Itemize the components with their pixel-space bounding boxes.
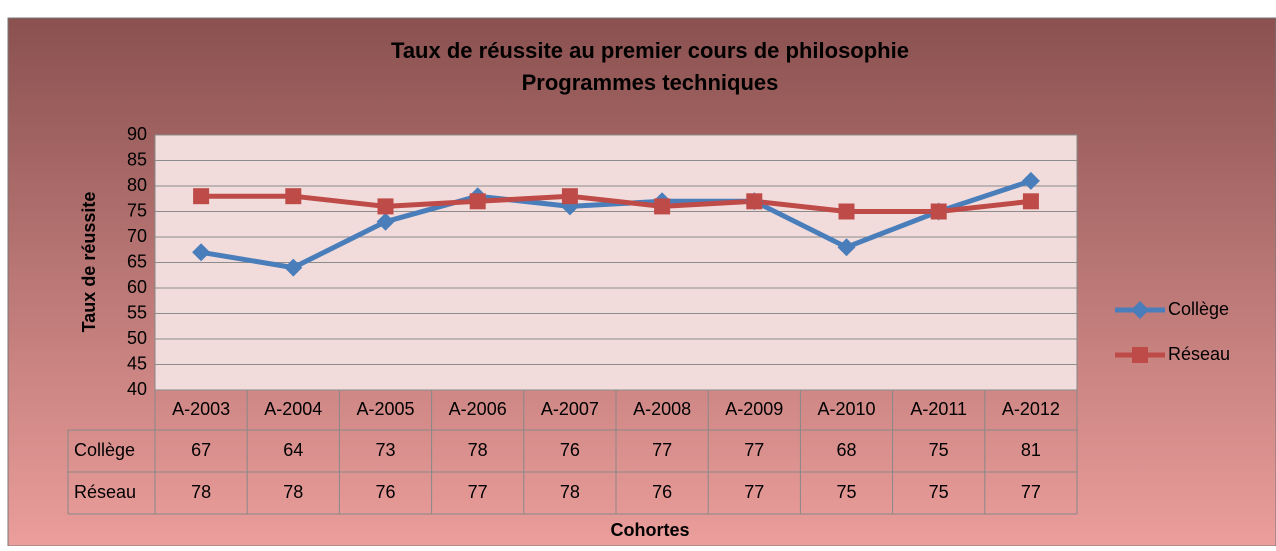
y-tick-label: 85 — [127, 149, 147, 169]
table-cell: 81 — [1021, 440, 1041, 460]
x-tick-label: A-2006 — [449, 399, 507, 419]
point — [930, 203, 947, 220]
point — [284, 258, 303, 277]
x-tick-label: A-2005 — [356, 399, 414, 419]
y-tick-label: 70 — [127, 226, 147, 246]
y-tick-label: 40 — [127, 379, 147, 399]
chart-title: Taux de réussite au premier cours de phi… — [391, 38, 909, 63]
point — [561, 188, 578, 205]
point — [1021, 171, 1040, 190]
table-cell: 78 — [283, 482, 303, 502]
table-cell: 75 — [929, 440, 949, 460]
x-tick-label: A-2010 — [817, 399, 875, 419]
table-cell: 68 — [836, 440, 856, 460]
chart-subtitle: Programmes techniques — [522, 70, 779, 95]
table-row-label: Collège — [74, 440, 135, 460]
point — [837, 238, 856, 257]
x-tick-label: A-2004 — [264, 399, 322, 419]
y-tick-label: 90 — [127, 124, 147, 144]
legend-label: Réseau — [1168, 344, 1230, 364]
table-cell: 76 — [652, 482, 672, 502]
table-cell: 64 — [283, 440, 303, 460]
table-cell: 77 — [468, 482, 488, 502]
table-cell: 77 — [652, 440, 672, 460]
x-tick-label: A-2012 — [1002, 399, 1060, 419]
x-tick-label: A-2011 — [910, 399, 967, 419]
x-tick-label: A-2003 — [172, 399, 230, 419]
table-cell: 76 — [375, 482, 395, 502]
point — [838, 203, 855, 220]
series-line — [201, 193, 1032, 214]
legend-marker — [1132, 347, 1148, 363]
point — [1022, 193, 1039, 210]
table-cell: 78 — [191, 482, 211, 502]
table-cell: 75 — [836, 482, 856, 502]
x-tick-label: A-2009 — [725, 399, 783, 419]
table-cell: 78 — [560, 482, 580, 502]
point — [377, 198, 394, 215]
y-tick-label: 50 — [127, 328, 147, 348]
point — [285, 188, 302, 205]
y-tick-label: 60 — [127, 277, 147, 297]
point — [193, 188, 210, 205]
table-cell: 76 — [560, 440, 580, 460]
series-line — [200, 178, 1032, 271]
y-axis-label: Taux de réussite — [79, 192, 99, 333]
point — [654, 198, 671, 215]
y-tick-label: 55 — [127, 302, 147, 322]
point — [192, 243, 211, 262]
x-axis-label: Cohortes — [610, 520, 689, 540]
table-cell: 78 — [468, 440, 488, 460]
table-cell: 75 — [929, 482, 949, 502]
legend-marker — [1131, 301, 1149, 319]
legend-label: Collège — [1168, 299, 1229, 319]
y-tick-label: 45 — [127, 353, 147, 373]
table-cell: 77 — [744, 482, 764, 502]
table-cell: 73 — [375, 440, 395, 460]
x-tick-label: A-2008 — [633, 399, 691, 419]
table-cell: 77 — [744, 440, 764, 460]
point — [469, 193, 486, 210]
table-row-label: Réseau — [74, 482, 136, 502]
y-tick-label: 65 — [127, 251, 147, 271]
x-tick-label: A-2007 — [541, 399, 599, 419]
point — [746, 193, 763, 210]
table-cell: 77 — [1021, 482, 1041, 502]
point — [376, 212, 395, 231]
y-tick-label: 75 — [127, 200, 147, 220]
table-cell: 67 — [191, 440, 211, 460]
y-tick-label: 80 — [127, 175, 147, 195]
